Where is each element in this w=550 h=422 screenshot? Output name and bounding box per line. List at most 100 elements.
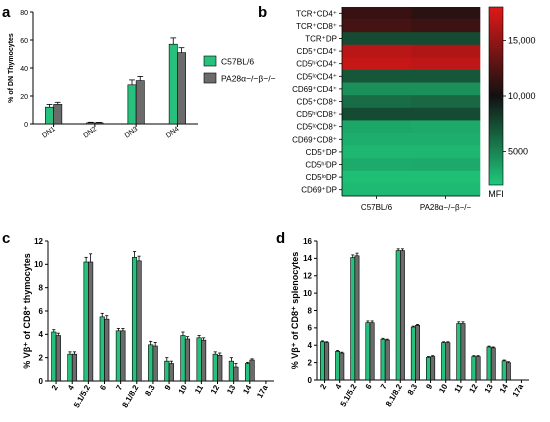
panel-label-c: c	[2, 230, 10, 247]
bar	[460, 323, 466, 381]
x-tick-label: 10	[437, 382, 450, 395]
bar	[53, 104, 63, 125]
x-tick-label: DN3	[124, 126, 140, 140]
legend-label: PA28α−/−β−/−	[221, 74, 276, 84]
column-label: C57BL/6	[361, 203, 393, 212]
bar	[120, 330, 126, 382]
x-tick-label: 5.1/5.2	[72, 383, 92, 409]
bar	[475, 356, 481, 381]
bar	[410, 326, 416, 381]
x-tick-label: 14	[498, 382, 511, 395]
bar	[501, 360, 507, 381]
row-label: CD5ʰⁱCD4⁺	[296, 60, 337, 69]
y-tick-label: 16	[303, 237, 312, 246]
heatmap-cell	[342, 32, 412, 46]
bar	[180, 335, 186, 382]
heatmap-cell	[411, 183, 481, 197]
heatmap-cell	[342, 170, 412, 184]
legend-swatch	[203, 72, 217, 84]
bar	[136, 260, 142, 382]
y-tick-label: 20	[20, 94, 28, 101]
x-tick-label: 2	[50, 383, 60, 392]
row-label: CD5ʰⁱDP	[305, 161, 337, 170]
x-tick-label: 13	[483, 382, 496, 395]
heatmap-cell	[411, 158, 481, 172]
bar	[86, 122, 96, 125]
heatmap-cell	[411, 19, 481, 33]
row-label: CD5ʰⁱCD8⁺	[296, 110, 337, 119]
y-tick-label: 6	[39, 307, 44, 316]
heatmap-cell	[342, 145, 412, 159]
x-tick-label: 11	[193, 383, 205, 395]
colorbar-tick-label: 5000	[508, 147, 528, 157]
y-axis-label: % of DN Thymocytes	[8, 33, 15, 103]
bar	[335, 351, 341, 381]
y-tick-label: 12	[34, 237, 43, 246]
bar	[184, 338, 191, 382]
heatmap-cell	[342, 107, 412, 121]
bar	[152, 345, 158, 382]
y-tick-label: 14	[303, 254, 312, 263]
y-tick-label: 60	[20, 38, 28, 45]
bar	[426, 357, 431, 381]
bar	[196, 337, 202, 382]
row-label: TCR⁺DP	[305, 35, 337, 44]
bar	[71, 353, 78, 382]
x-tick-label: 14	[241, 383, 254, 396]
y-tick-label: 40	[20, 66, 28, 73]
heatmap-cell	[411, 95, 481, 109]
x-tick-label: 4	[66, 383, 76, 392]
y-tick-label: 4	[39, 330, 44, 339]
x-tick-label: DN2	[83, 126, 99, 140]
bar	[168, 363, 174, 382]
colorbar-label: MFI	[488, 189, 504, 199]
y-tick-label: 10	[303, 289, 312, 298]
heatmap-cell	[411, 57, 481, 71]
heatmap-cell	[411, 32, 481, 46]
y-tick-label: 0	[308, 376, 313, 385]
bar	[486, 346, 492, 381]
bar	[354, 255, 360, 381]
bar	[399, 250, 405, 381]
column-label: PA28α−/−β−/−	[420, 203, 472, 212]
row-label: CD5ˡᵒCD4⁺	[296, 72, 337, 81]
heatmap-cell	[411, 145, 481, 159]
x-tick-label: 7	[379, 382, 389, 391]
bar	[217, 355, 223, 382]
y-tick-label: 6	[308, 324, 313, 333]
bar	[212, 353, 218, 382]
bar	[201, 339, 207, 382]
bar	[177, 52, 186, 125]
heatmap-cell	[411, 7, 481, 20]
bar	[104, 318, 110, 382]
y-tick-label: 0	[24, 122, 28, 129]
bar	[441, 342, 447, 381]
x-tick-label: 6	[98, 383, 108, 392]
bar	[365, 322, 371, 381]
row-label: TCR⁺CD4⁺	[296, 9, 337, 18]
row-label: CD69⁺CD4⁺	[292, 85, 337, 94]
bar	[395, 250, 401, 381]
x-tick-label: 9	[424, 382, 434, 391]
x-tick-label: 10	[177, 383, 190, 396]
heatmap-cell	[342, 133, 412, 146]
x-tick-label: DN1	[41, 126, 57, 140]
heatmap-cell	[342, 7, 412, 20]
bar	[320, 341, 325, 381]
bar	[168, 43, 178, 125]
heatmap-cell	[342, 82, 412, 96]
y-tick-label: 8	[308, 306, 313, 315]
legend-swatch	[203, 55, 217, 67]
heatmap-cell	[342, 120, 412, 134]
x-tick-label: 17a	[255, 383, 270, 400]
row-label: CD5⁺CD4⁺	[297, 47, 337, 56]
panel-label-a: a	[2, 4, 11, 21]
colorbar-tick-label: 10,000	[508, 91, 536, 101]
row-label: CD5ˡᵒCD8⁺	[296, 123, 337, 132]
x-tick-label: 9	[163, 383, 173, 392]
bar	[369, 322, 375, 381]
heatmap-cell	[342, 95, 412, 109]
bar	[67, 353, 73, 382]
heatmap-cell	[411, 120, 481, 134]
heatmap-cell	[342, 44, 412, 58]
